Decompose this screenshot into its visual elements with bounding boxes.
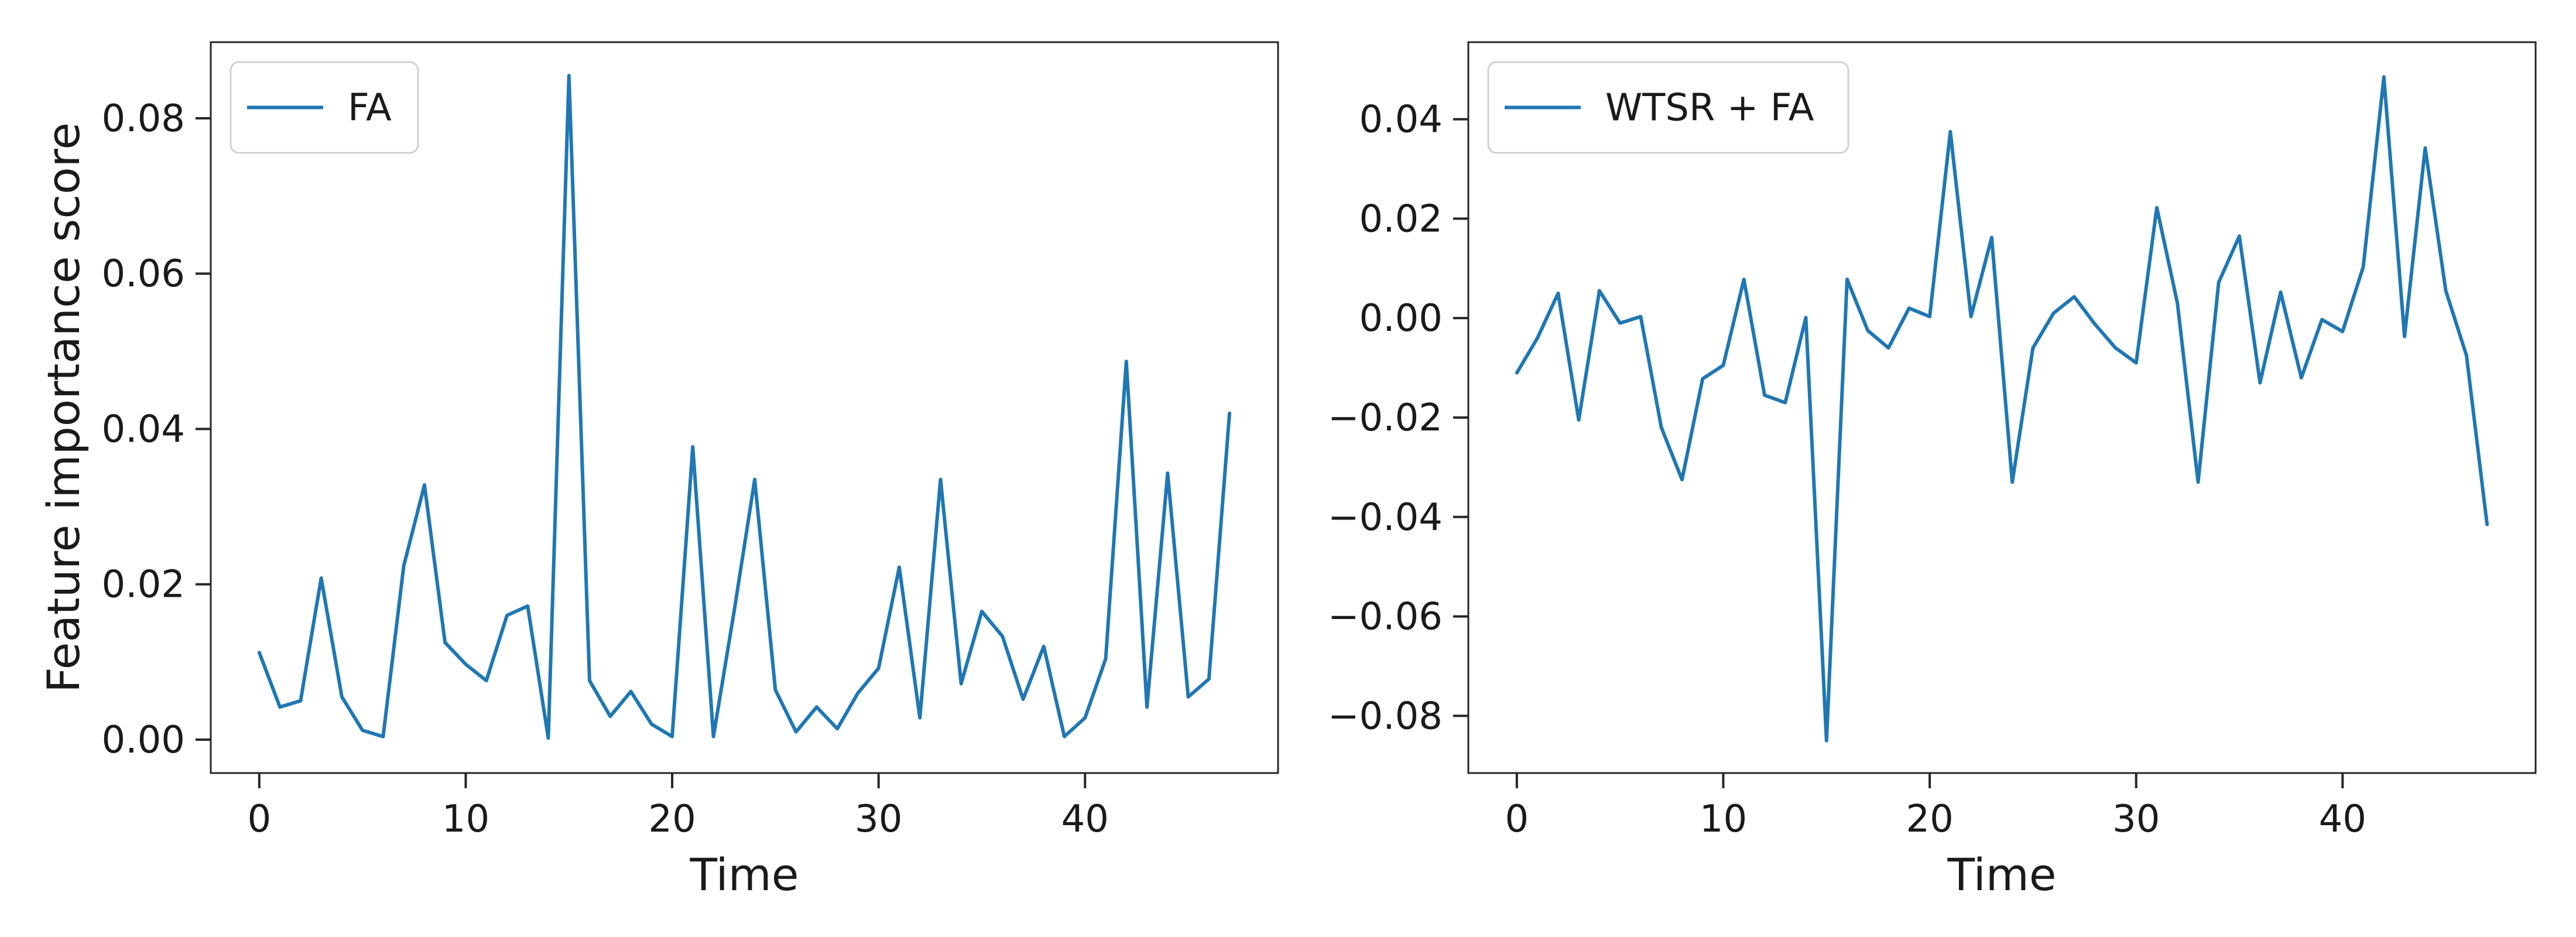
x-tick-label: 40 [2319, 798, 2366, 841]
series-line-0 [257, 74, 1232, 740]
x-tick-label: 30 [855, 798, 902, 841]
y-tick-label: 0.02 [102, 563, 186, 607]
y-tick-label: −0.04 [1328, 496, 1443, 539]
legend-box [229, 61, 419, 154]
y-axis-label: Feature importance score [37, 122, 90, 693]
chart-panel-fa: 0 10 20 30 40 0.00 0.02 0.04 0.06 0.08 Time Feature… [37, 41, 1279, 901]
y-tick-label: 0.08 [102, 97, 186, 141]
plot-frame [1467, 41, 2537, 774]
series-line-0 [1515, 75, 2489, 743]
y-tick-label: −0.06 [1328, 596, 1443, 639]
y-tick-label: 0.00 [102, 719, 186, 762]
x-tick-label: 30 [2112, 798, 2160, 841]
plot-frame [210, 41, 1279, 774]
chart-panel-wtsr-fa: 0 10 20 30 40 −0.08 −0.06 −0.04 −0.02 0.00 0.02 0.0… [1328, 41, 2537, 901]
y-tick-label: −0.02 [1328, 396, 1443, 440]
x-tick-label: 40 [1061, 798, 1109, 841]
x-tick-label: 10 [442, 798, 489, 841]
x-axis-label: Time [690, 849, 799, 901]
y-tick-label: −0.08 [1328, 695, 1443, 738]
legend-box [1487, 61, 1849, 154]
y-tick-label: 0.02 [1359, 197, 1443, 241]
x-axis-label: Time [1947, 849, 2057, 901]
x-tick-label: 0 [248, 798, 272, 841]
x-tick-label: 20 [1906, 798, 1953, 841]
y-tick-label: 0.00 [1359, 297, 1443, 340]
y-tick-label: 0.04 [102, 408, 186, 451]
y-tick-label: 0.04 [1359, 98, 1443, 142]
x-tick-label: 20 [648, 798, 696, 841]
legend-label: FA [348, 87, 392, 130]
legend-label: WTSR + FA [1605, 87, 1814, 130]
x-tick-label: 0 [1505, 798, 1529, 841]
y-tick-label: 0.06 [102, 252, 186, 296]
x-tick-label: 10 [1700, 798, 1747, 841]
